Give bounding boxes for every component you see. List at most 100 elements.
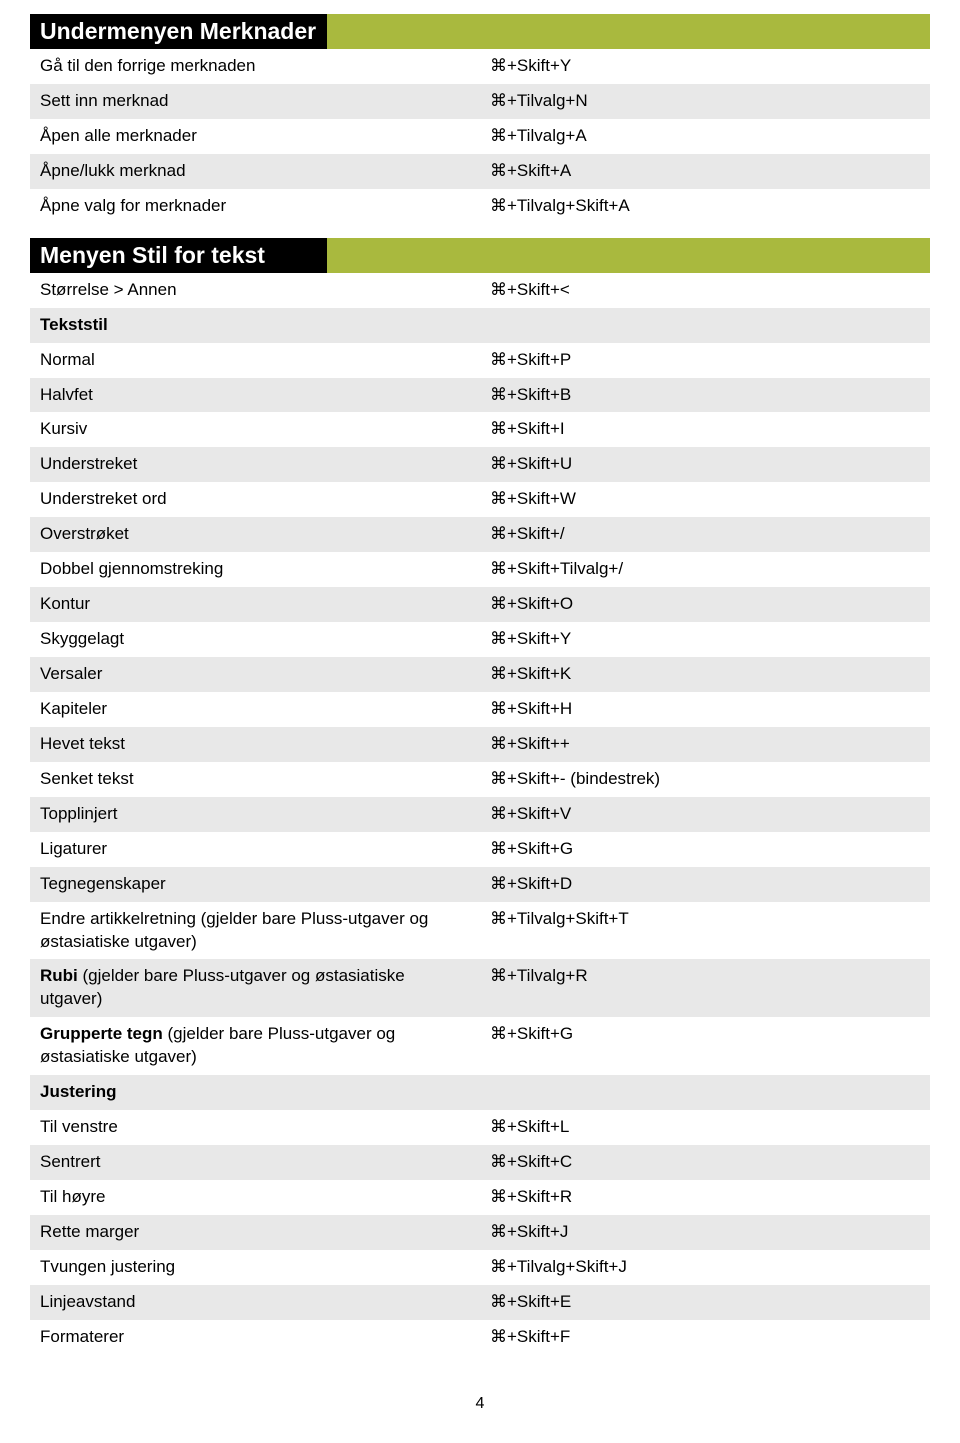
command-label: Åpne valg for merknader (30, 189, 480, 224)
table-row: Versaler⌘+Skift+K (30, 657, 930, 692)
shortcut-value: ⌘+Skift+- (bindestrek) (480, 762, 930, 797)
shortcut-value: ⌘+Skift+V (480, 797, 930, 832)
shortcut-value: ⌘+Skift+L (480, 1110, 930, 1145)
table-row: Normal⌘+Skift+P (30, 343, 930, 378)
section-title: Undermenyen Merknader (30, 14, 327, 49)
shortcut-value: ⌘+Skift+Y (480, 49, 930, 84)
shortcut-value: ⌘+Skift+J (480, 1215, 930, 1250)
table-row: Rette marger⌘+Skift+J (30, 1215, 930, 1250)
section-header: Undermenyen Merknader (30, 14, 930, 49)
shortcut-value: ⌘+Skift+U (480, 447, 930, 482)
command-label: Kursiv (30, 412, 480, 447)
table-row: Hevet tekst⌘+Skift++ (30, 727, 930, 762)
table-row: Tekststil (30, 308, 930, 343)
command-label: Versaler (30, 657, 480, 692)
shortcut-value: ⌘+Skift+I (480, 412, 930, 447)
command-label: Rette marger (30, 1215, 480, 1250)
command-label: Hevet tekst (30, 727, 480, 762)
shortcut-value: ⌘+Skift+F (480, 1320, 930, 1355)
table-row: Dobbel gjennomstreking⌘+Skift+Tilvalg+/ (30, 552, 930, 587)
shortcut-value: ⌘+Skift+/ (480, 517, 930, 552)
table-row: Kapiteler⌘+Skift+H (30, 692, 930, 727)
shortcut-value (480, 308, 930, 343)
shortcut-value: ⌘+Tilvalg+Skift+A (480, 189, 930, 224)
command-label: Rubi (gjelder bare Pluss-utgaver og østa… (30, 959, 480, 1017)
table-row: Rubi (gjelder bare Pluss-utgaver og østa… (30, 959, 930, 1017)
table-row: Senket tekst⌘+Skift+- (bindestrek) (30, 762, 930, 797)
table-row: Tegnegenskaper⌘+Skift+D (30, 867, 930, 902)
command-label: Dobbel gjennomstreking (30, 552, 480, 587)
document-content: Undermenyen MerknaderGå til den forrige … (30, 14, 930, 1355)
command-label: Tvungen justering (30, 1250, 480, 1285)
table-row: Åpne valg for merknader⌘+Tilvalg+Skift+A (30, 189, 930, 224)
table-row: Sentrert⌘+Skift+C (30, 1145, 930, 1180)
table-row: Til venstre⌘+Skift+L (30, 1110, 930, 1145)
table-row: Ligaturer⌘+Skift+G (30, 832, 930, 867)
shortcut-value: ⌘+Tilvalg+R (480, 959, 930, 1017)
shortcut-value: ⌘+Skift+B (480, 378, 930, 413)
command-label: Linjeavstand (30, 1285, 480, 1320)
shortcut-value: ⌘+Skift+R (480, 1180, 930, 1215)
shortcut-value: ⌘+Skift+H (480, 692, 930, 727)
shortcut-value: ⌘+Tilvalg+Skift+T (480, 902, 930, 960)
page-number: 4 (30, 1395, 930, 1413)
table-row: Halvfet⌘+Skift+B (30, 378, 930, 413)
section-accent (327, 14, 930, 49)
shortcut-value: ⌘+Skift+P (480, 343, 930, 378)
command-label: Halvfet (30, 378, 480, 413)
command-label: Kontur (30, 587, 480, 622)
shortcut-value: ⌘+Skift+< (480, 273, 930, 308)
table-row: Grupperte tegn (gjelder bare Pluss-utgav… (30, 1017, 930, 1075)
command-label: Topplinjert (30, 797, 480, 832)
command-label: Størrelse > Annen (30, 273, 480, 308)
table-row: Kontur⌘+Skift+O (30, 587, 930, 622)
shortcut-value: ⌘+Skift+C (480, 1145, 930, 1180)
table-row: Understreket⌘+Skift+U (30, 447, 930, 482)
shortcut-value: ⌘+Skift+A (480, 154, 930, 189)
shortcut-value: ⌘+Skift++ (480, 727, 930, 762)
command-label: Til høyre (30, 1180, 480, 1215)
command-label: Tegnegenskaper (30, 867, 480, 902)
section-header: Menyen Stil for tekst (30, 238, 930, 273)
shortcut-value: ⌘+Tilvalg+Skift+J (480, 1250, 930, 1285)
command-label: Kapiteler (30, 692, 480, 727)
command-label: Formaterer (30, 1320, 480, 1355)
shortcut-value: ⌘+Skift+O (480, 587, 930, 622)
shortcut-value (480, 1075, 930, 1110)
table-row: Topplinjert⌘+Skift+V (30, 797, 930, 832)
table-row: Justering (30, 1075, 930, 1110)
command-label: Til venstre (30, 1110, 480, 1145)
command-label: Justering (30, 1075, 480, 1110)
command-label: Overstrøket (30, 517, 480, 552)
shortcut-value: ⌘+Tilvalg+A (480, 119, 930, 154)
table-row: Gå til den forrige merknaden⌘+Skift+Y (30, 49, 930, 84)
table-row: Tvungen justering⌘+Tilvalg+Skift+J (30, 1250, 930, 1285)
table-row: Formaterer⌘+Skift+F (30, 1320, 930, 1355)
command-label: Sett inn merknad (30, 84, 480, 119)
section-accent (327, 238, 930, 273)
shortcut-value: ⌘+Tilvalg+N (480, 84, 930, 119)
table-row: Understreket ord⌘+Skift+W (30, 482, 930, 517)
table-row: Sett inn merknad⌘+Tilvalg+N (30, 84, 930, 119)
shortcut-value: ⌘+Skift+Y (480, 622, 930, 657)
table-row: Skyggelagt⌘+Skift+Y (30, 622, 930, 657)
shortcut-value: ⌘+Skift+K (480, 657, 930, 692)
command-label: Tekststil (30, 308, 480, 343)
table-row: Endre artikkelretning (gjelder bare Plus… (30, 902, 930, 960)
shortcut-value: ⌘+Skift+G (480, 832, 930, 867)
shortcut-table: Størrelse > Annen⌘+Skift+<TekststilNorma… (30, 273, 930, 1355)
command-label: Understreket ord (30, 482, 480, 517)
command-label: Skyggelagt (30, 622, 480, 657)
table-row: Åpen alle merknader⌘+Tilvalg+A (30, 119, 930, 154)
shortcut-value: ⌘+Skift+W (480, 482, 930, 517)
table-row: Til høyre⌘+Skift+R (30, 1180, 930, 1215)
table-row: Kursiv⌘+Skift+I (30, 412, 930, 447)
command-label: Åpen alle merknader (30, 119, 480, 154)
command-label: Grupperte tegn (gjelder bare Pluss-utgav… (30, 1017, 480, 1075)
command-label: Gå til den forrige merknaden (30, 49, 480, 84)
command-label: Normal (30, 343, 480, 378)
command-label: Senket tekst (30, 762, 480, 797)
shortcut-value: ⌘+Skift+Tilvalg+/ (480, 552, 930, 587)
command-label: Ligaturer (30, 832, 480, 867)
command-label: Sentrert (30, 1145, 480, 1180)
